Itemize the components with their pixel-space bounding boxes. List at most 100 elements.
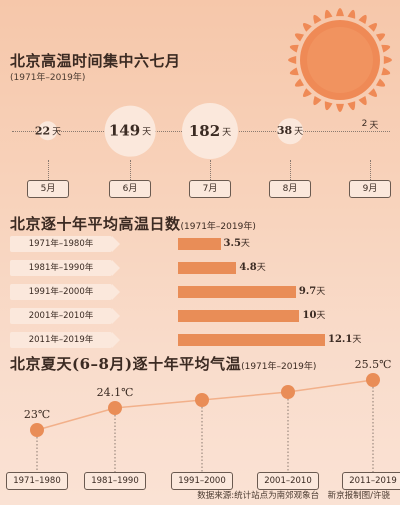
month-bubble-value: 149 (108, 122, 141, 140)
bar-value-number: 4.8 (239, 262, 257, 273)
month-label: 8月 (269, 180, 311, 198)
bar-value-label: 9.7天 (299, 284, 325, 300)
bar-row: 2011年–2019年 12.1天 (10, 332, 390, 348)
section3-subtitle: (1971年–2019年) (241, 362, 317, 372)
period-label: 2001–2010 (257, 472, 319, 490)
section2-title: 北京逐十年平均高温日数(1971年–2019年) (10, 213, 256, 234)
bar (178, 310, 300, 322)
month-bubble-unit: 天 (222, 127, 232, 138)
period-label: 2011–2019 (342, 472, 400, 490)
bar-value-unit: 天 (316, 287, 326, 297)
month-bubble-unit: 天 (52, 127, 62, 138)
month-bubble: 22 天 (34, 121, 61, 141)
month-bubble-unit: 天 (369, 120, 379, 131)
month-bubble-unit: 天 (294, 127, 304, 138)
sun-ray (381, 44, 391, 53)
period-label: 1991–2000 (171, 472, 233, 490)
bar (178, 334, 325, 346)
bar-row: 1981年–1990年 4.8天 (10, 260, 390, 276)
bar-value-number: 12.1 (328, 334, 353, 345)
bar (178, 238, 221, 250)
month-stem (130, 160, 131, 180)
sun-ray (358, 14, 367, 25)
sun-ray (324, 9, 333, 19)
section3-title: 北京夏天(6–8月)逐十年平均气温(1971年–2019年) (10, 353, 316, 374)
bar-row: 1971年–1980年 3.5天 (10, 236, 390, 252)
bar-label-arrow (112, 260, 120, 276)
section1-subtitle: (1971年–2019年) (10, 73, 86, 83)
section2-title-text: 北京逐十年平均高温日数 (10, 215, 181, 233)
temperature-point (108, 401, 122, 415)
sun-ray (336, 8, 344, 17)
sun-ray (289, 44, 299, 53)
sun-ray (358, 95, 367, 106)
bar-value-label: 4.8天 (239, 260, 265, 276)
bar-value-number: 3.5 (223, 238, 241, 249)
month-label: 5月 (27, 180, 69, 198)
sun-ray (381, 67, 391, 76)
sun-ray (302, 88, 312, 98)
temperature-line-chart (30, 373, 380, 472)
month-bubble: 182 天 (182, 103, 238, 159)
sun-ray (383, 56, 392, 64)
bar-value-label: 3.5天 (224, 236, 250, 252)
bar-row: 1991年–2000年 9.7天 (10, 284, 390, 300)
section1-title: 北京高温时间集中六七月 (10, 52, 181, 70)
bar (178, 286, 296, 298)
bar-label-arrow (112, 236, 120, 252)
sun-ray (324, 101, 333, 111)
sun-ray (375, 33, 386, 42)
bar (178, 262, 237, 274)
sun-ray (289, 67, 299, 76)
period-label: 1981–1990 (84, 472, 146, 490)
bar-category-label: 1991年–2000年 (10, 284, 112, 300)
sun-ray (294, 78, 305, 87)
temperature-point (366, 373, 380, 387)
sun-ray (368, 88, 378, 98)
month-stem (370, 160, 371, 180)
sun-ray (336, 103, 344, 112)
sun-ray (368, 22, 378, 32)
month-stem (48, 160, 49, 180)
section2-subtitle: (1971年–2019年) (180, 222, 256, 232)
month-label: 7月 (189, 180, 231, 198)
sun-ray (288, 56, 297, 64)
bar-value-number: 10 (302, 310, 317, 321)
bar-value-label: 10天 (302, 308, 325, 324)
sun-ray (375, 78, 386, 87)
month-bubble: 149 天 (104, 105, 156, 157)
temperature-point (195, 393, 209, 407)
month-bubble-value: 22 (34, 124, 51, 138)
sun-ray (294, 33, 305, 42)
bar-category-label: 1981年–1990年 (10, 260, 112, 276)
bar-value-unit: 天 (352, 335, 362, 345)
bar-label-arrow (112, 284, 120, 300)
source-note: 数据来源:统计站点为南郊观象台 新京报制图/许骁 (197, 491, 390, 501)
sun-ray (347, 9, 356, 19)
bar-row: 2001年–2010年 10天 (10, 308, 390, 324)
month-stem (210, 160, 211, 180)
bar-label-arrow (112, 308, 120, 324)
bar-label-arrow (112, 332, 120, 348)
temperature-value-label: 25.5℃ (354, 358, 392, 371)
sun-ray (302, 22, 312, 32)
month-bubble-value: 38 (276, 124, 293, 138)
sun-ray (347, 101, 356, 111)
bar-category-label: 2011年–2019年 (10, 332, 112, 348)
period-label: 1971–1980 (6, 472, 68, 490)
month-bubble-value: 2 (361, 119, 368, 129)
month-stem (290, 160, 291, 180)
bar-value-label: 12.1天 (328, 332, 361, 348)
bar-value-unit: 天 (256, 263, 266, 273)
sun-icon (288, 8, 392, 112)
temperature-value-label: 24.1℃ (96, 386, 134, 399)
sun-ray (313, 95, 322, 106)
month-label: 6月 (109, 180, 151, 198)
temperature-value-label: 23℃ (23, 408, 51, 421)
bar-value-number: 9.7 (298, 286, 317, 297)
month-label: 9月 (349, 180, 391, 198)
month-bubble-unit: 天 (142, 127, 152, 138)
month-bubble-value: 182 (188, 122, 221, 140)
section3-title-text: 北京夏天(6–8月)逐十年平均气温 (10, 355, 242, 373)
